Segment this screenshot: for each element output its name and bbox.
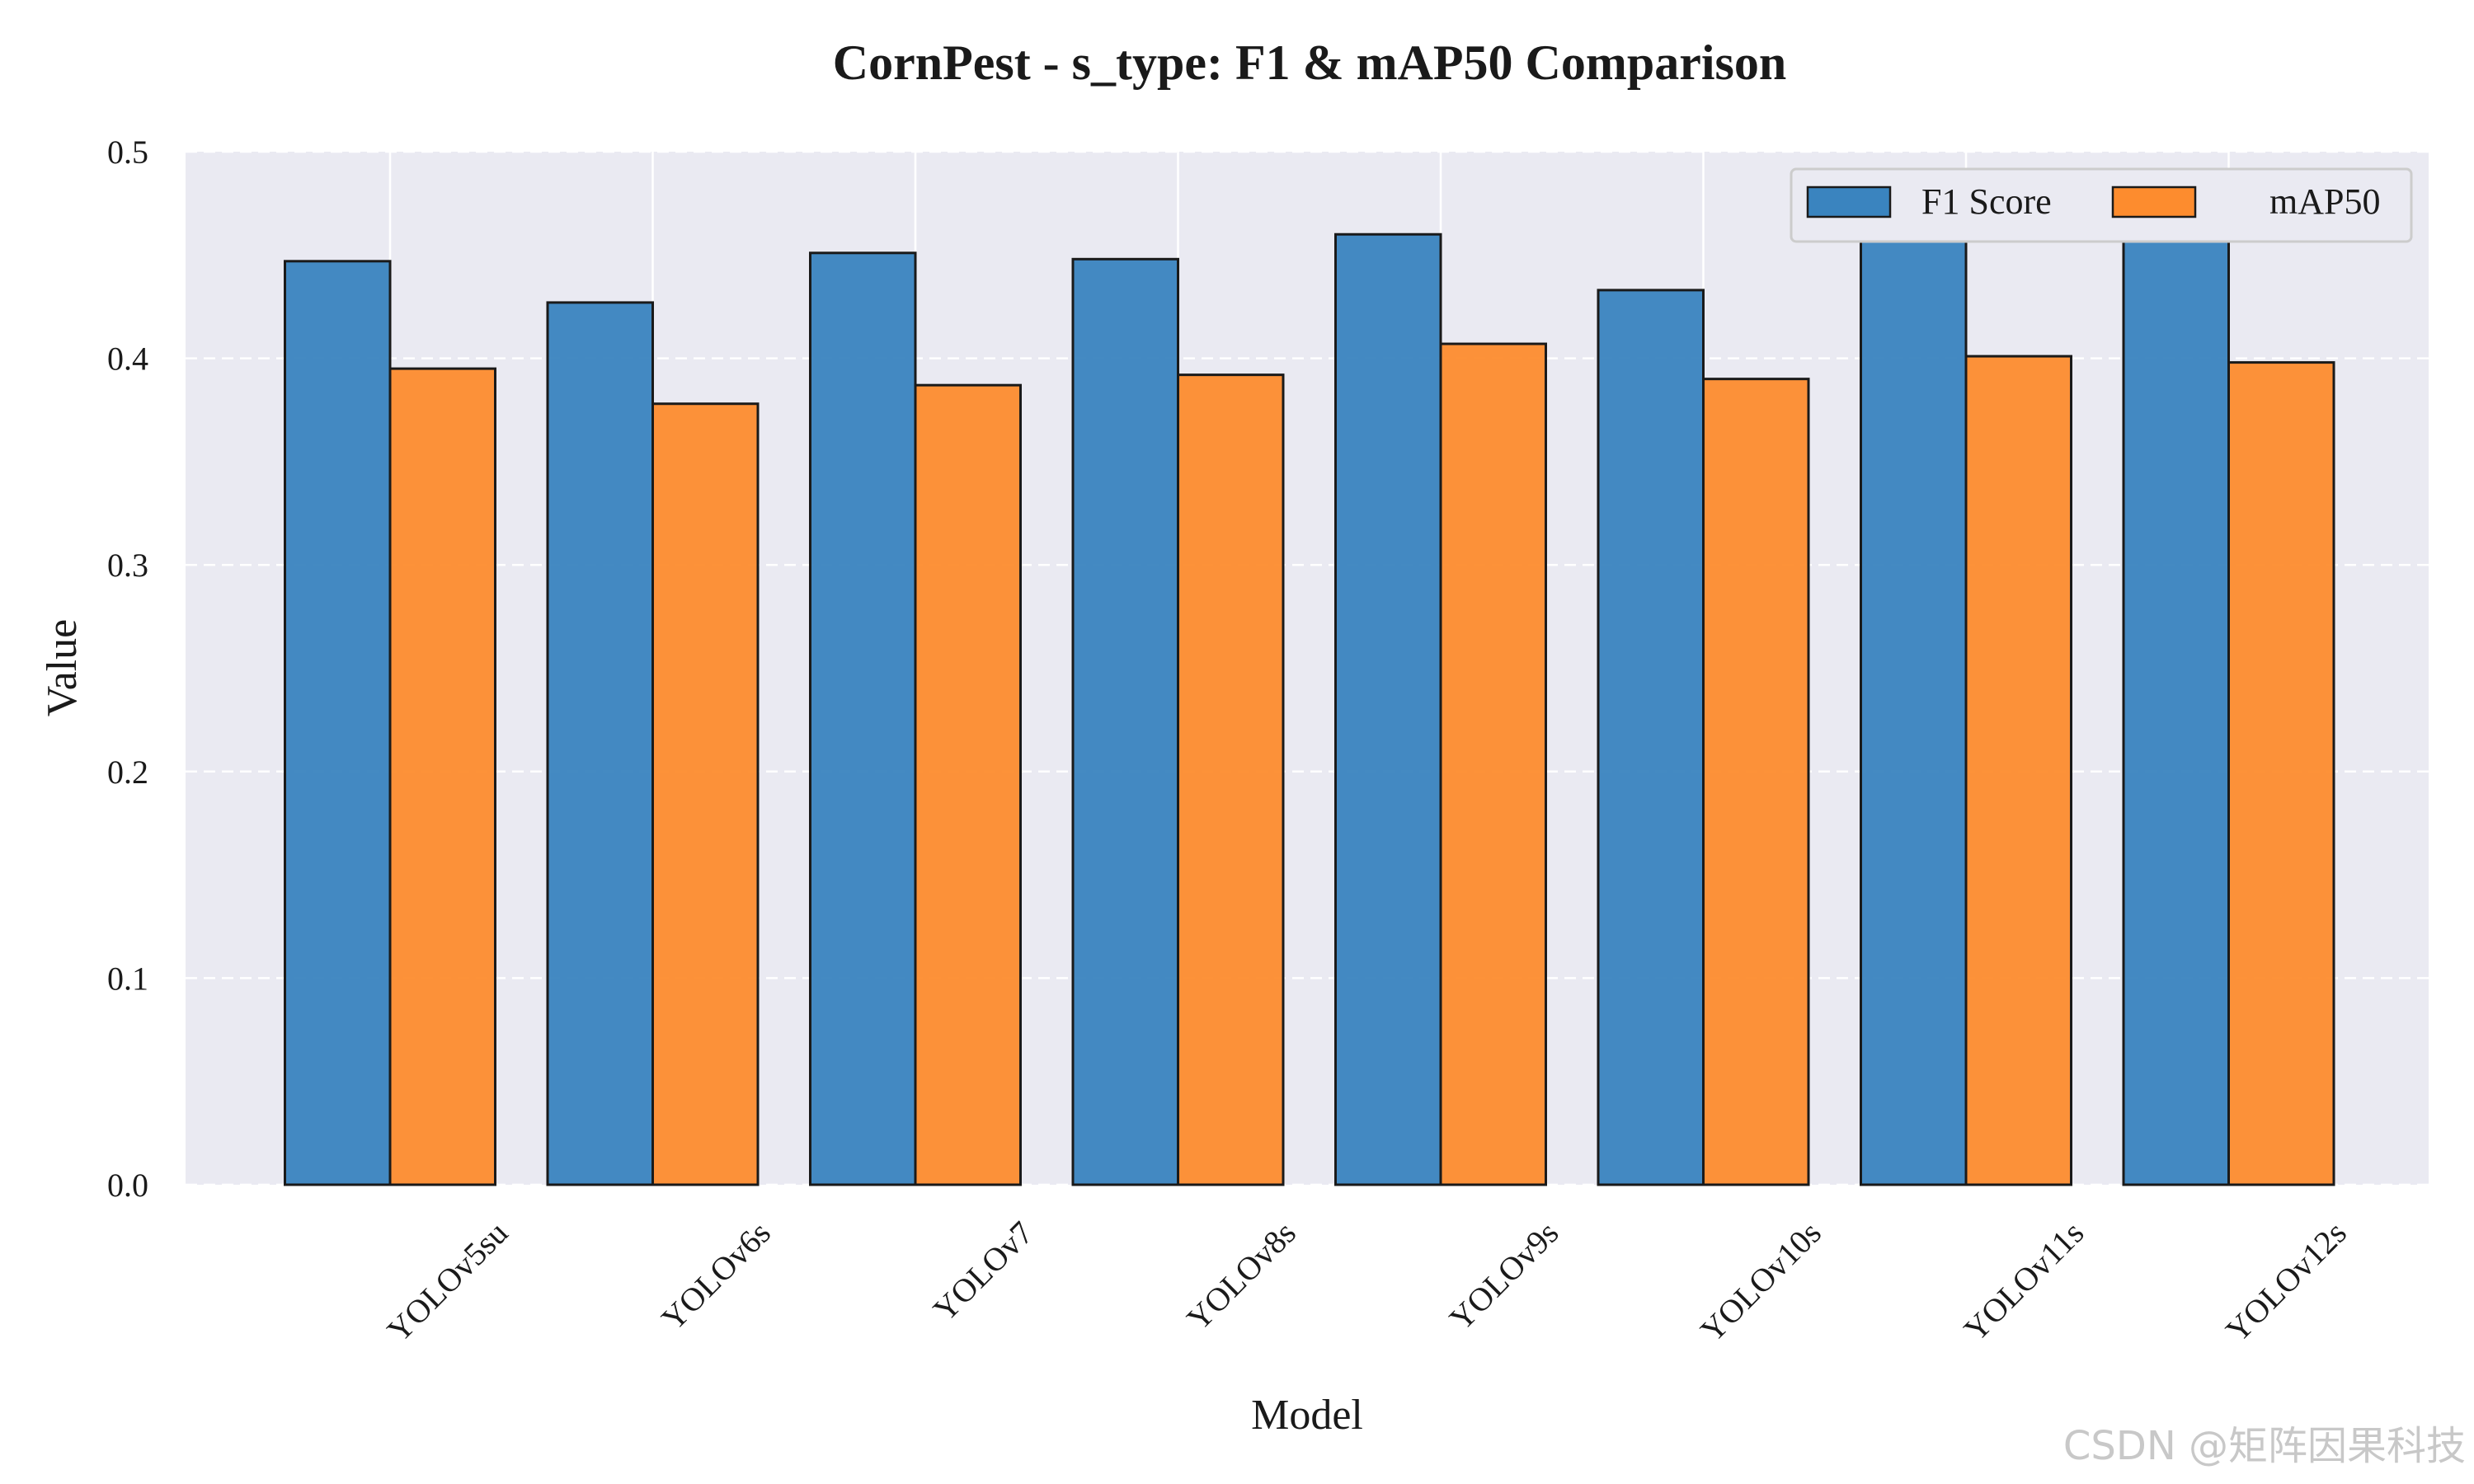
bar-map50-yolov11s xyxy=(1964,355,2072,1186)
x-axis-label: Model xyxy=(1251,1392,1363,1439)
legend-label-map50: mAP50 xyxy=(2269,181,2380,222)
x-axis-ticks: YOLOv5su YOLOv6s YOLOv7 YOLOv8s YOLOv9s YOLOv… xyxy=(380,1214,2354,1350)
bar-f1-score-yolov6s xyxy=(546,301,654,1186)
y-axis-ticks: 0.0 0.1 0.2 0.3 0.4 0.5 xyxy=(107,134,148,1204)
x-tick-label: YOLOv7 xyxy=(926,1214,1041,1329)
legend-swatch-map50 xyxy=(2111,186,2197,218)
bar-map50-yolov8s xyxy=(1177,373,1285,1186)
bar-f1-score-yolov10s xyxy=(1597,289,1705,1186)
x-tick-label: YOLOv8s xyxy=(1179,1214,1303,1338)
bar-map50-yolov10s xyxy=(1702,378,1810,1186)
bar-map50-yolov12s xyxy=(2227,361,2335,1186)
bar-f1-score-yolov7 xyxy=(809,251,917,1186)
bar-f1-score-yolov8s xyxy=(1071,257,1179,1186)
x-tick-label: YOLOv10s xyxy=(1693,1214,1828,1350)
y-tick-label: 0.0 xyxy=(107,1167,148,1204)
x-tick-label: YOLOv12s xyxy=(2218,1214,2354,1350)
bar-f1-score-yolov12s xyxy=(2122,239,2230,1186)
bars xyxy=(284,231,2335,1186)
bar-f1-score-yolov5su xyxy=(284,260,392,1186)
watermark-text: CSDN @矩阵因果科技 xyxy=(2063,1423,2466,1469)
bar-map50-yolov9s xyxy=(1439,342,1547,1186)
bar-f1-score-yolov9s xyxy=(1334,232,1442,1186)
chart-title: CornPest - s_type: F1 & mAP50 Comparison xyxy=(833,35,1787,90)
bar-map50-yolov5su xyxy=(388,367,496,1186)
x-tick-label: YOLOv9s xyxy=(1442,1214,1566,1338)
legend-label-f1-score: F1 Score xyxy=(1921,181,2052,222)
y-tick-label: 0.3 xyxy=(107,547,148,584)
bar-f1-score-yolov11s xyxy=(1860,231,1968,1186)
y-tick-label: 0.2 xyxy=(107,754,148,791)
x-tick-label: YOLOv11s xyxy=(1957,1214,2091,1349)
x-tick-label: YOLOv5su xyxy=(380,1214,515,1350)
legend: F1 Score mAP50 xyxy=(1790,167,2413,243)
x-tick-label: YOLOv6s xyxy=(654,1214,778,1338)
plot-area xyxy=(186,152,2429,1185)
y-tick-label: 0.4 xyxy=(107,340,148,378)
y-tick-label: 0.5 xyxy=(107,134,148,171)
bar-map50-yolov7 xyxy=(914,383,1022,1186)
legend-swatch-f1-score xyxy=(1806,186,1892,218)
y-axis-label: Value xyxy=(39,619,86,716)
y-tick-label: 0.1 xyxy=(107,960,148,997)
bar-map50-yolov6s xyxy=(651,402,760,1186)
legend-box xyxy=(1790,167,2413,243)
